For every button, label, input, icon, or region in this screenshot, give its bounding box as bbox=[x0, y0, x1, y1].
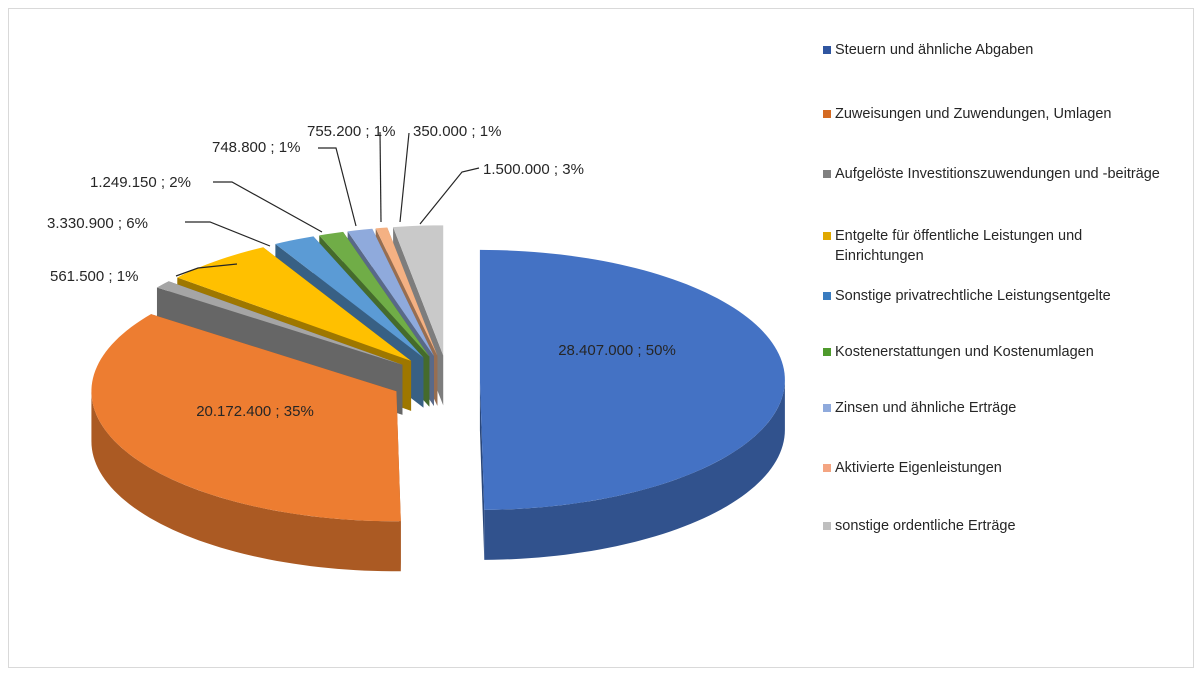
legend-swatch bbox=[823, 464, 831, 472]
legend-label: Zinsen und ähnliche Erträge bbox=[835, 400, 1017, 416]
legend-item-8: Aktivierte Eigenleistungen bbox=[823, 458, 1165, 478]
data-label-3: 561.500 ; 1% bbox=[50, 268, 138, 285]
legend-label: Aktivierte Eigenleistungen bbox=[835, 460, 1002, 476]
data-label-2: 20.172.400 ; 35% bbox=[196, 403, 314, 420]
leader-line-7 bbox=[379, 131, 382, 223]
legend-item-5: Sonstige privatrechtliche Leistungsentge… bbox=[823, 286, 1165, 306]
data-label-4: 3.330.900 ; 6% bbox=[47, 215, 148, 232]
legend-item-7: Zinsen und ähnliche Erträge bbox=[823, 398, 1165, 418]
pie-slice-top bbox=[275, 236, 424, 358]
legend-swatch bbox=[823, 292, 831, 300]
pie-slice-top bbox=[319, 231, 430, 357]
legend-label: Zuweisungen und Zuwendungen, Umlagen bbox=[835, 106, 1112, 122]
legend-label: Entgelte für öffentliche Leistungen und … bbox=[835, 228, 1083, 264]
pie-slice-side bbox=[91, 391, 401, 572]
legend-swatch bbox=[823, 522, 831, 530]
pie-slice-side bbox=[484, 379, 785, 560]
legend-item-3: Aufgelöste Investitionszuwendungen und -… bbox=[823, 164, 1165, 184]
legend-item-2: Zuweisungen und Zuwendungen, Umlagen bbox=[823, 104, 1165, 124]
legend-swatch bbox=[823, 348, 831, 356]
legend-label: Steuern und ähnliche Abgaben bbox=[835, 42, 1034, 58]
data-label-8: 350.000 ; 1% bbox=[413, 123, 501, 140]
data-label-5: 1.249.150 ; 2% bbox=[90, 174, 191, 191]
legend-item-4: Entgelte für öffentliche Leistungen und … bbox=[823, 226, 1165, 266]
leader-line-3 bbox=[175, 263, 238, 277]
legend-label: Kostenerstattungen und Kostenumlagen bbox=[835, 344, 1094, 360]
legend-label: Sonstige privatrechtliche Leistungsentge… bbox=[835, 288, 1111, 304]
legend-item-1: Steuern und ähnliche Abgaben bbox=[823, 40, 1165, 60]
pie-slice-2 bbox=[91, 314, 401, 572]
legend-label: sonstige ordentliche Erträge bbox=[835, 518, 1016, 534]
pie-slice-1 bbox=[479, 249, 785, 560]
pie-slice-top bbox=[91, 314, 401, 522]
legend-swatch bbox=[823, 232, 831, 240]
leader-line-6 bbox=[318, 147, 357, 227]
data-label-1: 28.407.000 ; 50% bbox=[558, 342, 676, 359]
leader-line-8 bbox=[399, 132, 410, 223]
leader-line-9 bbox=[419, 167, 480, 225]
legend-swatch bbox=[823, 46, 831, 54]
pie-slice-top bbox=[156, 281, 403, 365]
pie-slice-top bbox=[479, 249, 785, 510]
legend-swatch bbox=[823, 170, 831, 178]
data-label-9: 1.500.000 ; 3% bbox=[483, 161, 584, 178]
pie-slice-top bbox=[393, 225, 444, 356]
data-label-7: 755.200 ; 1% bbox=[307, 123, 395, 140]
legend-item-9: sonstige ordentliche Erträge bbox=[823, 516, 1165, 536]
pie-slice-top bbox=[177, 247, 412, 361]
legend-swatch bbox=[823, 110, 831, 118]
pie-slice-wall bbox=[479, 379, 485, 560]
pie-slice-top bbox=[375, 227, 438, 356]
leader-line-4 bbox=[185, 221, 271, 247]
leader-line-5 bbox=[213, 181, 323, 233]
legend-item-6: Kostenerstattungen und Kostenumlagen bbox=[823, 342, 1165, 362]
legend-label: Aufgelöste Investitionszuwendungen und -… bbox=[835, 166, 1160, 182]
pie-slice-top bbox=[347, 228, 434, 357]
legend-swatch bbox=[823, 404, 831, 412]
data-label-6: 748.800 ; 1% bbox=[212, 139, 300, 156]
